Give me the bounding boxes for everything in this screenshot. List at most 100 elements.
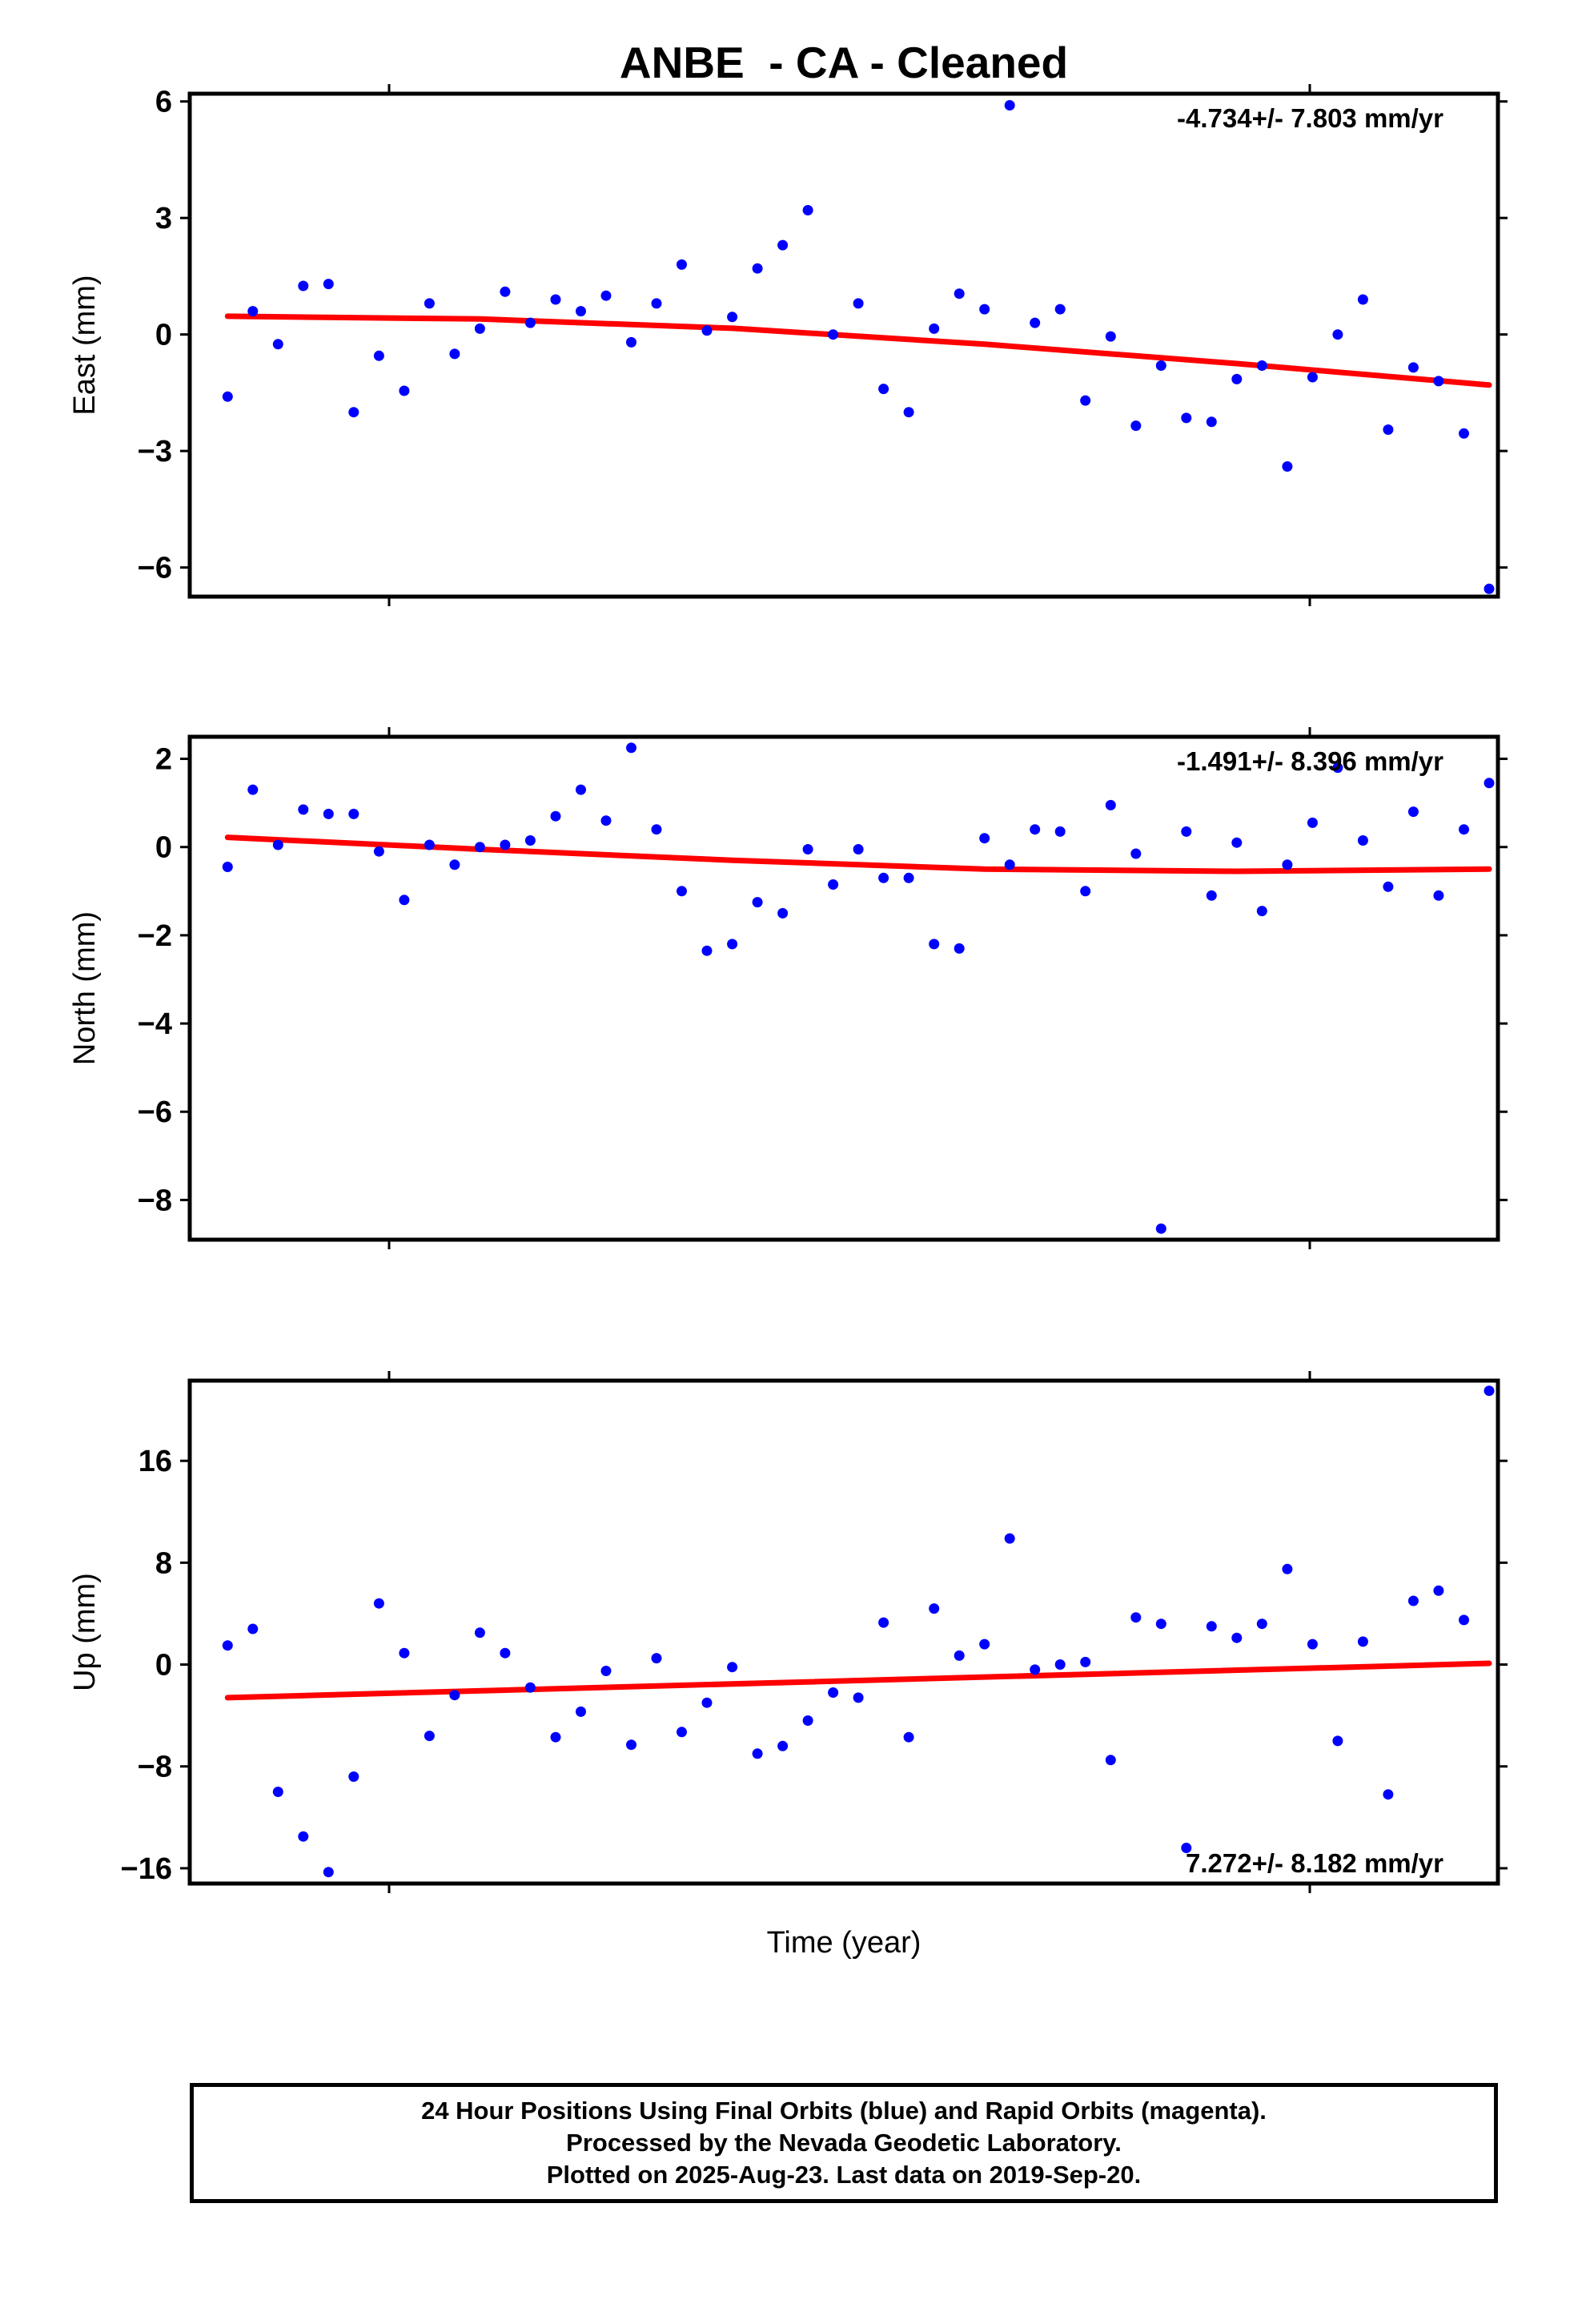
data-point — [1332, 329, 1343, 340]
data-point — [474, 842, 485, 853]
y-axis-label: Up (mm) — [68, 1573, 102, 1691]
plot-frame — [187, 734, 1500, 1242]
data-point — [247, 306, 259, 317]
y-tick-label: −16 — [121, 1852, 172, 1886]
data-point — [1307, 817, 1318, 828]
data-point — [954, 288, 965, 300]
plot-frame — [187, 91, 1500, 599]
data-point — [1459, 428, 1469, 439]
velocity-annotation: 7.272+/- 8.182 mm/yr — [1186, 1848, 1443, 1878]
data-point — [474, 1627, 485, 1638]
data-point — [247, 784, 259, 795]
panel-2: 2 0 −2 −4 −6 −8 North (mm) -1.491+/- 8.396 mm/y… — [68, 727, 1508, 1249]
data-point — [1130, 848, 1142, 859]
data-point — [828, 1687, 839, 1698]
data-point — [1484, 1385, 1495, 1397]
data-point — [929, 323, 940, 334]
data-point — [298, 1831, 309, 1842]
y-tick-label: 6 — [155, 86, 172, 119]
data-point — [701, 325, 713, 336]
data-point — [929, 1603, 940, 1614]
data-point — [600, 1666, 612, 1676]
data-point — [1256, 360, 1267, 371]
data-point — [1383, 1789, 1394, 1800]
data-point — [1433, 376, 1444, 387]
data-point — [1307, 1638, 1318, 1650]
y-tick-label: 8 — [155, 1546, 172, 1580]
data-point — [550, 1731, 561, 1743]
data-point — [550, 294, 561, 305]
trend-line — [224, 313, 1492, 388]
data-point — [853, 1692, 864, 1703]
data-point — [500, 839, 511, 850]
data-point — [1459, 1614, 1469, 1626]
data-point — [828, 329, 839, 340]
data-point — [701, 945, 713, 956]
data-point — [727, 1662, 738, 1673]
data-point — [474, 323, 485, 334]
data-point — [651, 1653, 662, 1664]
data-point — [752, 263, 763, 274]
data-point — [272, 1787, 283, 1797]
data-point — [1383, 424, 1394, 435]
footer-line-3: Plotted on 2025-Aug-23. Last data on 201… — [546, 2161, 1142, 2189]
data-point — [600, 290, 612, 301]
data-point — [1105, 331, 1116, 342]
data-point — [979, 1638, 990, 1650]
data-point — [1383, 881, 1394, 892]
data-point — [399, 385, 410, 396]
data-point — [878, 384, 889, 395]
data-point — [449, 348, 460, 360]
data-point — [1484, 583, 1495, 594]
trend-line — [224, 834, 1492, 875]
data-point — [1459, 824, 1469, 835]
data-point — [399, 1647, 410, 1659]
data-point — [449, 859, 460, 870]
data-point — [954, 943, 965, 954]
data-point — [500, 286, 511, 297]
data-point — [348, 808, 359, 819]
data-point — [777, 1740, 789, 1751]
y-tick-label: 0 — [155, 319, 172, 352]
data-point — [348, 1771, 359, 1782]
data-point — [1181, 1843, 1192, 1853]
y-tick-label: 0 — [155, 831, 172, 865]
data-point — [677, 1727, 687, 1738]
plot-frame — [187, 1378, 1500, 1886]
data-point — [1433, 1585, 1444, 1596]
data-point — [626, 336, 636, 348]
data-point — [727, 312, 738, 323]
data-point — [1080, 1656, 1091, 1667]
data-point — [1407, 806, 1419, 818]
data-point — [1256, 1618, 1267, 1630]
data-point — [1054, 1659, 1066, 1670]
data-point — [1433, 890, 1444, 901]
footer-line-2: Processed by the Nevada Geodetic Laborat… — [566, 2129, 1122, 2157]
y-axis-label: East (mm) — [68, 275, 102, 415]
data-point — [1357, 1636, 1368, 1647]
data-point — [1181, 826, 1192, 837]
data-point — [373, 846, 384, 857]
data-point — [777, 239, 789, 251]
velocity-annotation: -4.734+/- 7.803 mm/yr — [1177, 103, 1443, 133]
y-axis-label: North (mm) — [68, 911, 102, 1065]
data-point — [903, 1731, 914, 1743]
y-tick-label: 2 — [155, 743, 172, 777]
data-point — [1231, 837, 1243, 848]
data-point — [1357, 294, 1368, 305]
y-tick-label: −3 — [138, 435, 172, 468]
data-point — [1332, 1735, 1343, 1747]
data-point — [222, 1640, 233, 1651]
data-point — [399, 895, 410, 906]
data-point — [701, 1697, 713, 1708]
data-point — [500, 1647, 511, 1659]
data-point — [802, 1715, 813, 1726]
data-point — [1004, 1533, 1015, 1544]
data-point — [1231, 1632, 1243, 1643]
data-point — [1054, 304, 1066, 315]
data-point — [1357, 835, 1368, 846]
data-point — [1155, 1223, 1166, 1234]
y-tick-label: 16 — [139, 1445, 172, 1478]
data-point — [424, 298, 435, 309]
